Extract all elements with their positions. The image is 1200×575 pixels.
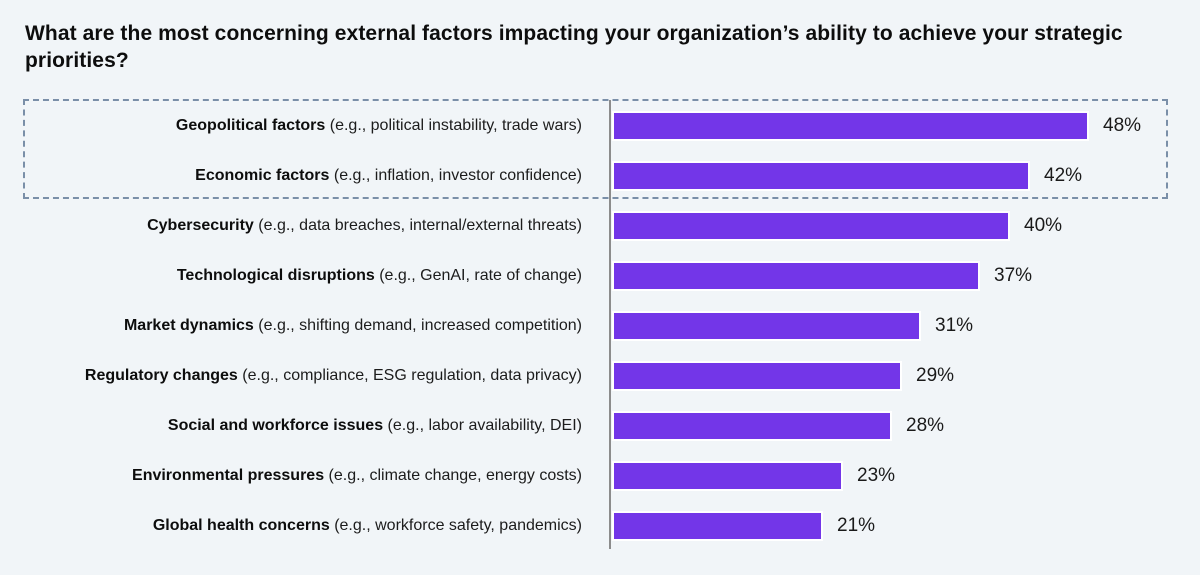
bar — [612, 411, 892, 441]
bar-row: Market dynamics (e.g., shifting demand, … — [0, 301, 1200, 351]
value-label: 37% — [994, 265, 1033, 286]
bar-row: Geopolitical factors (e.g., political in… — [0, 101, 1200, 151]
category-label: Technological disruptions (e.g., GenAI, … — [0, 267, 596, 285]
category-label: Cybersecurity (e.g., data breaches, inte… — [0, 217, 596, 235]
category-name: Environmental pressures — [132, 467, 325, 484]
bar-row: Global health concerns (e.g., workforce … — [0, 501, 1200, 551]
category-detail: (e.g., workforce safety, pandemics) — [334, 517, 582, 534]
bar — [612, 211, 1010, 241]
bar-row: Regulatory changes (e.g., compliance, ES… — [0, 351, 1200, 401]
value-label: 21% — [837, 515, 876, 536]
bar — [612, 161, 1030, 191]
category-detail: (e.g., data breaches, internal/external … — [258, 217, 582, 234]
category-name: Cybersecurity — [147, 217, 254, 234]
category-name: Regulatory changes — [84, 367, 238, 384]
value-label: 42% — [1044, 165, 1083, 186]
category-name: Social and workforce issues — [167, 417, 384, 434]
category-detail: (e.g., climate change, energy costs) — [328, 467, 582, 484]
bar — [612, 511, 823, 541]
category-label: Market dynamics (e.g., shifting demand, … — [0, 317, 596, 335]
value-label: 40% — [1024, 215, 1063, 236]
bar-row: Technological disruptions (e.g., GenAI, … — [0, 251, 1200, 301]
chart-question-title: What are the most concerning external fa… — [25, 22, 1123, 72]
bar-row: Social and workforce issues (e.g., labor… — [0, 401, 1200, 451]
category-detail: (e.g., inflation, investor confidence) — [333, 167, 582, 184]
axis-line — [609, 100, 611, 549]
value-label: 23% — [857, 465, 896, 486]
bar-row: Cybersecurity (e.g., data breaches, inte… — [0, 201, 1200, 251]
bar — [612, 461, 843, 491]
bar — [612, 111, 1089, 141]
value-label: 29% — [916, 365, 955, 386]
bar — [612, 261, 980, 291]
category-name: Market dynamics — [123, 317, 254, 334]
bar-row: Environmental pressures (e.g., climate c… — [0, 451, 1200, 501]
category-label: Economic factors (e.g., inflation, inves… — [0, 167, 596, 185]
bar-chart: Geopolitical factors (e.g., political in… — [0, 101, 1200, 551]
category-detail: (e.g., shifting demand, increased compet… — [258, 317, 582, 334]
category-detail: (e.g., political instability, trade wars… — [329, 117, 582, 134]
value-label: 48% — [1103, 115, 1142, 136]
category-detail: (e.g., GenAI, rate of change) — [379, 267, 582, 284]
bar — [612, 311, 921, 341]
category-label: Regulatory changes (e.g., compliance, ES… — [0, 367, 596, 385]
category-name: Economic factors — [195, 167, 330, 184]
category-label: Environmental pressures (e.g., climate c… — [0, 467, 596, 485]
category-detail: (e.g., labor availability, DEI) — [387, 417, 582, 434]
category-label: Social and workforce issues (e.g., labor… — [0, 417, 596, 435]
bar-row: Economic factors (e.g., inflation, inves… — [0, 151, 1200, 201]
category-name: Geopolitical factors — [175, 117, 326, 134]
category-label: Geopolitical factors (e.g., political in… — [0, 117, 596, 135]
category-label: Global health concerns (e.g., workforce … — [0, 517, 596, 535]
category-name: Technological disruptions — [176, 267, 375, 284]
value-label: 31% — [935, 315, 974, 336]
category-detail: (e.g., compliance, ESG regulation, data … — [242, 367, 582, 384]
value-label: 28% — [906, 415, 945, 436]
category-name: Global health concerns — [152, 517, 330, 534]
bar — [612, 361, 902, 391]
